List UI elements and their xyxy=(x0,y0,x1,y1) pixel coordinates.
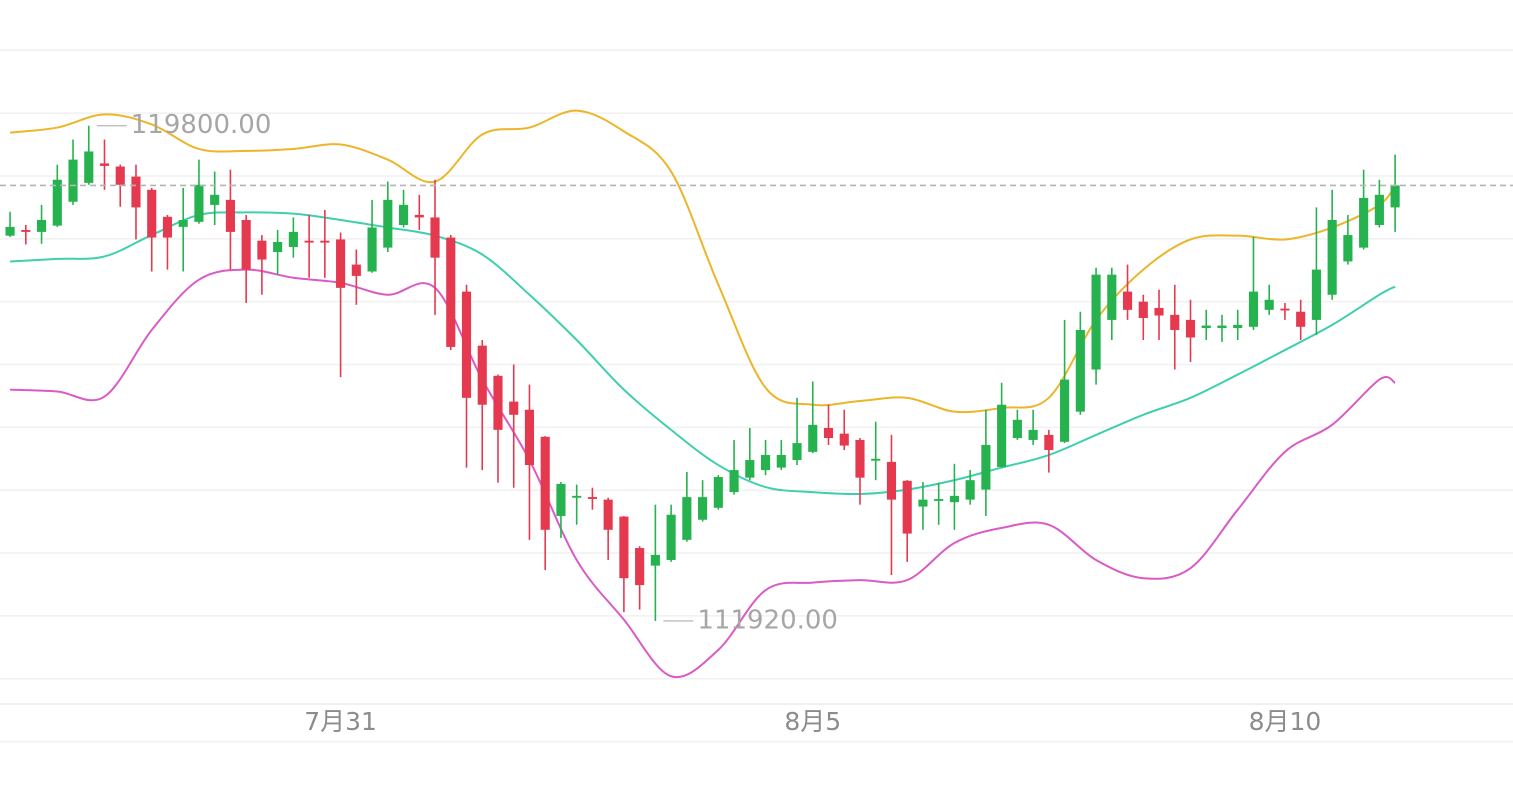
candle-body xyxy=(1028,429,1038,440)
candle-body xyxy=(1154,307,1164,316)
candle-body xyxy=(823,427,834,439)
candle-body xyxy=(886,461,897,500)
candle-body xyxy=(115,166,125,185)
candle-body xyxy=(1327,219,1337,295)
candle-body xyxy=(1359,197,1369,248)
candle-body xyxy=(1060,379,1070,442)
candle-body xyxy=(918,499,928,507)
candle-body xyxy=(288,231,298,247)
candle-body xyxy=(855,439,865,478)
candle-body xyxy=(745,460,755,478)
candle-body xyxy=(68,159,78,202)
candle-body xyxy=(997,404,1007,467)
candle-body xyxy=(446,237,456,347)
candle-body xyxy=(398,204,409,225)
candle-body xyxy=(1044,434,1054,450)
candle-body xyxy=(351,264,361,276)
candle-body xyxy=(572,495,582,498)
candle-body xyxy=(1138,301,1148,319)
candle-body xyxy=(635,548,645,586)
candle-body xyxy=(1374,194,1384,225)
candle-body xyxy=(650,554,660,566)
band-line xyxy=(9,109,1396,414)
candle-body xyxy=(871,458,881,461)
candle-body xyxy=(5,226,15,236)
candle-body xyxy=(666,514,676,560)
candle-body xyxy=(1122,291,1133,310)
candle-body xyxy=(1075,329,1085,412)
candle-body xyxy=(1280,308,1290,311)
candle-body xyxy=(556,483,566,516)
annotation-label: 111920.00 xyxy=(697,605,838,635)
candle-body xyxy=(682,497,692,540)
candle-body xyxy=(225,199,235,232)
candle-body xyxy=(1248,291,1259,327)
candle-body xyxy=(1217,325,1227,329)
candle-body xyxy=(1296,311,1306,327)
candle-body xyxy=(1390,185,1400,208)
candle-body xyxy=(99,163,110,166)
candle-body xyxy=(760,455,771,471)
band-line xyxy=(10,211,1396,496)
candle-body xyxy=(461,291,472,398)
candle-body xyxy=(257,240,267,260)
candle-body xyxy=(587,497,597,500)
candle-body xyxy=(1343,235,1353,262)
candle-body xyxy=(36,219,47,232)
candle-body xyxy=(713,477,723,508)
candle-body xyxy=(808,424,818,452)
candle-body xyxy=(367,227,377,272)
candle-body xyxy=(52,179,62,226)
candle-body xyxy=(21,230,31,232)
candle-body xyxy=(934,499,944,501)
candle-body xyxy=(1233,324,1243,329)
candle-body xyxy=(839,433,849,446)
annotation-label: 119800.00 xyxy=(131,110,272,140)
candle-body xyxy=(698,497,708,520)
candle-body xyxy=(147,189,157,238)
candle-body xyxy=(493,375,503,430)
candle-body xyxy=(1170,314,1180,330)
candle-body xyxy=(210,194,220,205)
candle-body xyxy=(1185,319,1196,338)
candle-body xyxy=(194,184,204,222)
candle-body xyxy=(304,240,314,243)
x-tick-label: 8月10 xyxy=(1249,707,1322,736)
candle-body xyxy=(178,219,188,227)
candle-body xyxy=(131,176,141,208)
candle-body xyxy=(729,470,739,493)
candle-body xyxy=(477,345,487,405)
candle-body xyxy=(619,516,629,579)
candle-body xyxy=(776,455,786,468)
x-tick-label: 7月31 xyxy=(304,707,377,736)
candle-body xyxy=(241,219,251,270)
candle-body xyxy=(1201,325,1211,329)
candle-body xyxy=(524,409,535,466)
candle-body xyxy=(1311,269,1321,320)
candle-body xyxy=(1107,274,1117,320)
candle-body xyxy=(1012,419,1022,439)
candle-body xyxy=(430,217,440,258)
candle-body xyxy=(336,239,346,288)
x-tick-label: 8月5 xyxy=(784,707,841,736)
candle-body xyxy=(383,199,393,248)
candle-body xyxy=(603,499,613,530)
candle-body xyxy=(949,495,959,503)
candle-body xyxy=(1264,299,1274,310)
candle-body xyxy=(965,480,975,500)
candle-body xyxy=(540,436,550,530)
candle-body xyxy=(162,216,173,238)
candle-body xyxy=(84,151,94,183)
candle-body xyxy=(1091,274,1101,370)
candle-body xyxy=(902,480,912,534)
candle-body xyxy=(273,241,283,253)
candle-body xyxy=(414,214,424,218)
candle-body xyxy=(320,240,330,243)
candle-body xyxy=(981,444,991,490)
candle-body xyxy=(792,443,802,461)
candle-body xyxy=(509,401,519,415)
